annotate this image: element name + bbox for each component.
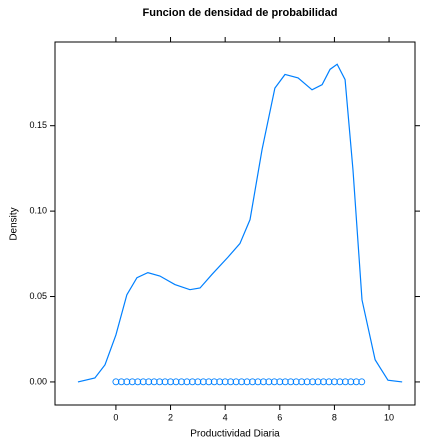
y-axis-label: Density <box>9 207 20 240</box>
density-line <box>77 63 403 383</box>
rug-point <box>309 378 317 386</box>
rug-point <box>128 378 136 386</box>
rug-point <box>259 378 267 386</box>
x-tick-label: 6 <box>277 412 282 422</box>
y-tick-label: 0.05 <box>29 291 47 301</box>
y-tick-label: 0.10 <box>29 205 47 215</box>
rug-point <box>183 378 191 386</box>
rug-point <box>156 378 164 386</box>
x-tick-label: 8 <box>332 412 337 422</box>
rug-point <box>249 378 256 386</box>
rug-point <box>227 378 235 386</box>
rug-point <box>314 378 322 386</box>
x-axis-label: Productividad Diaria <box>190 429 280 440</box>
rug-point <box>292 378 300 386</box>
x-tick-label: 10 <box>384 412 394 422</box>
y-tick-label: 0.15 <box>29 120 47 130</box>
rug-point <box>172 378 180 386</box>
rug-point <box>330 378 338 386</box>
rug-point <box>210 378 218 386</box>
rug-point <box>178 378 185 386</box>
rug-point <box>358 378 366 386</box>
rug-point <box>352 378 360 386</box>
rug-point <box>265 378 273 386</box>
x-tick-label: 4 <box>223 412 228 422</box>
rug-point <box>205 378 213 386</box>
plot-frame <box>54 41 416 406</box>
rug-point <box>123 378 131 386</box>
rug-point <box>221 378 229 386</box>
chart-title: Funcion de densidad de probabilidad <box>143 7 338 19</box>
rug-point <box>134 378 142 386</box>
rug-point <box>243 378 251 386</box>
rug-point <box>139 378 147 386</box>
rug-point <box>112 378 120 386</box>
rug-point <box>194 378 202 386</box>
rug-point <box>336 378 344 386</box>
rug-point <box>232 378 240 386</box>
rug-point <box>303 378 311 386</box>
rug-point <box>199 378 207 386</box>
rug-point <box>341 378 349 386</box>
rug-point <box>270 378 278 386</box>
y-tick-label: 0.00 <box>29 376 47 386</box>
rug-point <box>298 378 306 386</box>
rug-point <box>150 378 158 386</box>
rug-point <box>287 378 295 386</box>
rug-point <box>188 378 196 386</box>
x-tick-label: 0 <box>113 412 118 422</box>
x-tick-label: 2 <box>168 412 173 422</box>
rug-point <box>281 378 289 386</box>
rug-point <box>320 378 327 386</box>
rug-point <box>145 378 153 386</box>
rug-point <box>347 378 355 386</box>
rug-point <box>216 378 224 386</box>
rug-point <box>254 378 262 386</box>
rug-point <box>276 378 284 386</box>
rug-point <box>167 378 174 386</box>
rug-point <box>238 378 246 386</box>
rug-point <box>325 378 333 386</box>
rug-point <box>161 378 169 386</box>
rug-point <box>117 378 125 386</box>
